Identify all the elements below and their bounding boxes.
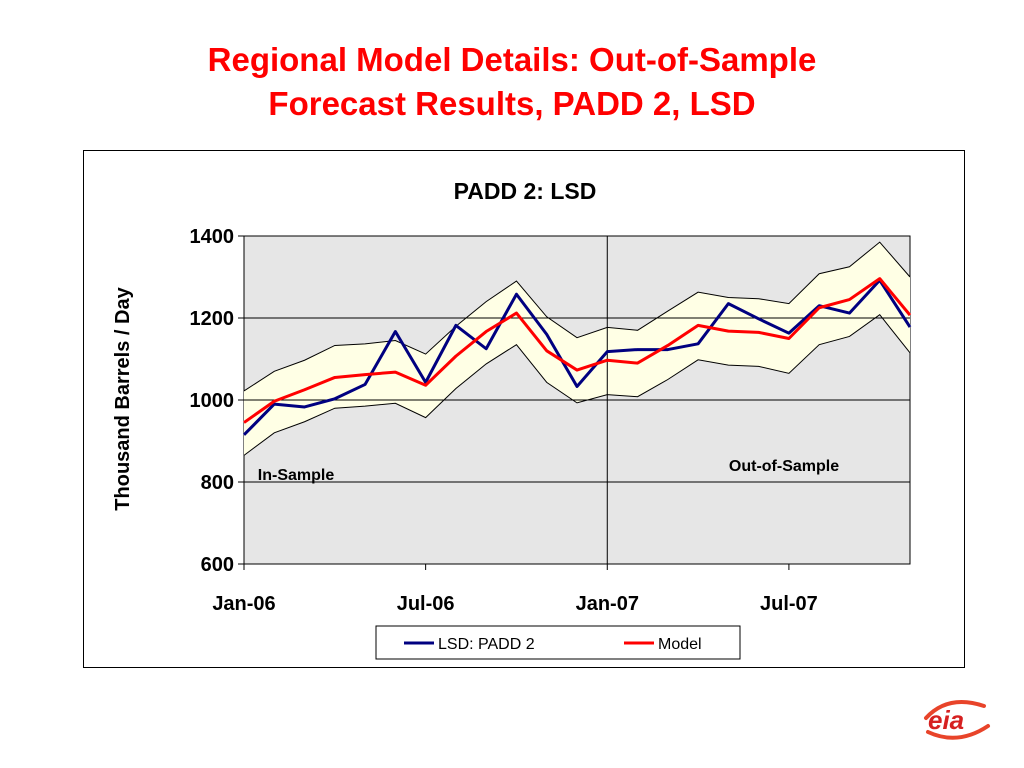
series-line-actual: [242, 278, 912, 436]
annotation-in-sample: In-Sample: [258, 467, 335, 484]
x-tick-label: Jan-07: [576, 593, 639, 615]
annotation-out-of-sample: Out-of-Sample: [729, 458, 839, 475]
legend-label-model: Model: [658, 636, 702, 653]
chart-frame: PADD 2: LSD Thousand Barrels / Day 600 80…: [83, 150, 965, 668]
band-lower-line: [243, 314, 911, 456]
forecast-band: [244, 242, 910, 456]
slide-title: Regional Model Details: Out-of-Sample Fo…: [0, 38, 1024, 126]
band-upper-line: [243, 241, 911, 392]
eia-logo-text: eia: [928, 705, 964, 735]
eia-logo-swoosh-top: [924, 700, 986, 720]
y-axis-label: Thousand Barrels / Day: [112, 286, 134, 510]
x-tick-label: Jul-07: [760, 593, 818, 615]
y-tick-label: 1400: [190, 226, 235, 248]
series-line-model: [243, 277, 912, 424]
slide-title-line-2: Forecast Results, PADD 2, LSD: [268, 85, 756, 122]
legend-label-actual: LSD: PADD 2: [438, 636, 535, 653]
legend-box: [375, 625, 741, 660]
eia-logo: eia: [924, 700, 990, 740]
y-tick-label: 800: [201, 472, 234, 494]
x-tick-label: Jan-06: [212, 593, 275, 615]
slide-title-line-1: Regional Model Details: Out-of-Sample: [207, 41, 817, 78]
y-tick-label: 1000: [190, 390, 235, 412]
y-tick-label: 600: [201, 554, 234, 576]
eia-logo-swoosh-bottom: [926, 724, 990, 740]
y-tick-label: 1200: [190, 308, 235, 330]
line-chart: PADD 2: LSD Thousand Barrels / Day 600 80…: [112, 178, 912, 660]
x-tick-label: Jul-06: [397, 593, 455, 615]
chart-title: PADD 2: LSD: [454, 178, 597, 204]
legend: LSD: PADD 2 Model: [375, 625, 741, 660]
